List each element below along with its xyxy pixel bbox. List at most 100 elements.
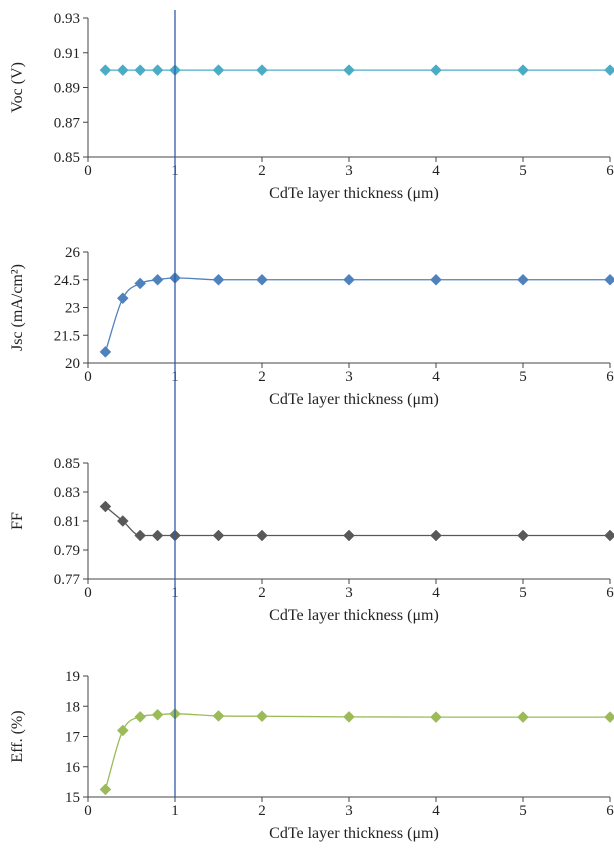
y-tick-label: 0.89 [54,81,80,97]
data-point [151,529,164,542]
chart-panel-1: 0.850.870.890.910.930123456CdTe layer th… [9,11,614,202]
data-point [604,529,614,542]
y-tick-label: 0.87 [54,115,81,131]
y-tick-label: 20 [65,356,80,372]
y-tick-label: 21.5 [54,328,80,344]
x-tick-label: 4 [432,803,440,819]
chart-panel-4: 15 16 17 18 19 0 1 2 3 4 5 6 CdTe layer thickness (μ… [9,669,614,842]
data-point [116,64,129,76]
y-axis-label: Jsc (mA/cm²) [9,264,26,351]
x-axis-label: CdTe layer thickness (μm) [269,607,439,624]
x-tick-label: 5 [519,369,527,385]
data-point [517,64,529,76]
series-line [104,277,610,353]
data-point [116,724,129,737]
x-tick-label: 5 [519,585,527,601]
x-tick-label: 0 [84,585,92,601]
y-tick-label: 18 [65,699,80,715]
series-line [104,506,610,537]
y-axis-label: Voc (V) [9,62,26,113]
y-tick-label: 0.79 [54,543,80,559]
chart-panel-3: 0.770.790.810.830.850123456CdTe layer th… [9,456,614,624]
y-axis-label: FF [9,512,26,530]
data-point [134,64,147,76]
data-point [134,277,147,290]
x-tick-label: 3 [345,369,353,385]
y-tick-label: 0.81 [54,514,80,530]
x-tick-label: 5 [519,803,527,819]
data-point [99,346,112,358]
x-tick-label: 5 [519,163,527,179]
y-tick-label: 24.5 [54,273,80,289]
x-tick-label: 2 [258,585,266,601]
data-point [517,529,529,542]
data-point [256,529,268,542]
data-point [212,710,225,722]
data-point [212,529,225,542]
y-tick-label: 0.91 [54,46,80,62]
data-point [604,64,614,76]
y-tick-label: 26 [65,245,81,261]
data-point [343,273,355,286]
x-tick-label: 0 [84,803,92,819]
y-tick-label: 17 [65,730,81,746]
data-point [212,273,225,286]
data-point [116,515,129,527]
data-point [256,64,268,76]
x-tick-label: 4 [432,369,440,385]
data-point [517,273,529,286]
y-tick-label: 15 [65,790,80,806]
data-point [99,64,112,76]
y-tick-label: 0.85 [54,456,80,472]
y-axis-label: Eff. (%) [9,710,26,762]
data-point [604,273,614,286]
data-point [151,708,164,721]
data-point [99,500,112,513]
x-tick-label: 6 [606,803,614,819]
x-tick-label: 6 [606,163,614,179]
series-line [104,713,610,790]
data-point [256,273,268,286]
x-tick-label: 0 [84,163,92,179]
x-tick-label: 2 [258,803,266,819]
x-tick-label: 3 [345,803,353,819]
x-tick-label: 0 [84,369,92,385]
x-tick-label: 4 [432,163,440,179]
y-tick-label: 0.83 [54,485,80,501]
data-point [343,710,355,723]
data-point [343,529,355,542]
y-tick-label: 23 [65,301,80,317]
x-axis-label: CdTe layer thickness (μm) [269,391,439,408]
data-point [99,783,112,796]
data-point [151,273,164,286]
x-tick-label: 6 [606,585,614,601]
x-tick-label: 1 [171,803,179,819]
x-axis-label: CdTe layer thickness (μm) [269,185,439,202]
y-tick-label: 0.85 [54,150,80,166]
data-point [116,292,129,305]
data-point [343,64,355,76]
data-point [151,64,164,76]
data-point [517,711,529,723]
x-tick-label: 3 [345,163,353,179]
y-tick-label: 16 [65,760,81,776]
x-axis-label: CdTe layer thickness (μm) [269,825,439,842]
x-tick-label: 2 [258,163,266,179]
y-tick-label: 0.77 [54,572,81,588]
data-point [430,529,442,542]
y-tick-label: 19 [65,669,80,685]
data-point [430,273,442,286]
chart-panels: 0.850.870.890.910.930123456CdTe layer th… [9,11,614,842]
x-tick-label: 6 [606,369,614,385]
y-tick-label: 0.93 [54,11,80,27]
data-point [604,711,614,723]
data-point [256,710,268,723]
x-tick-label: 3 [345,585,353,601]
data-point [134,529,147,542]
data-point [430,711,442,723]
x-tick-label: 4 [432,585,440,601]
x-tick-label: 2 [258,369,266,385]
data-point [212,64,225,76]
